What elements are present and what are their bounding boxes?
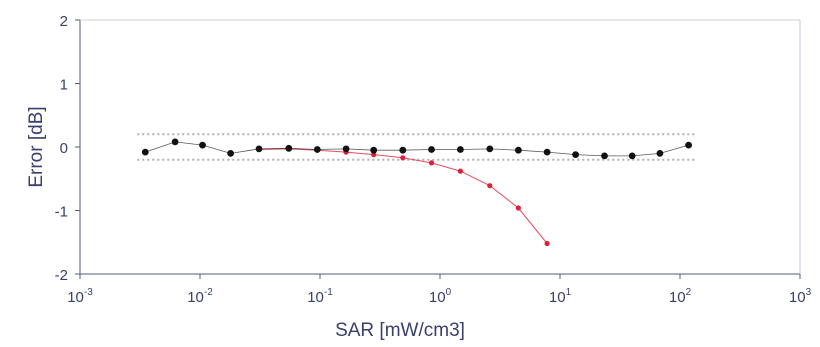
- x-tick-label: 10-1: [307, 287, 333, 306]
- x-tick-label: 103: [789, 287, 812, 306]
- series-0-point: [227, 150, 235, 157]
- series-0-point: [572, 151, 579, 159]
- x-tick-label: 10-3: [67, 287, 93, 306]
- series-1-point: [544, 240, 550, 247]
- series-1-point: [457, 168, 463, 174]
- y-tick-label: -2: [55, 267, 68, 284]
- series-0-point: [171, 138, 179, 146]
- series-0-point: [313, 146, 321, 153]
- series-1-point: [400, 155, 406, 161]
- series-0-point: [486, 145, 494, 153]
- series-0-point: [342, 145, 350, 153]
- series-1-point: [515, 205, 522, 211]
- x-tick-label: 102: [669, 287, 692, 306]
- series-0-point: [685, 141, 692, 149]
- series-1-point: [428, 160, 435, 166]
- series-0-point: [457, 146, 464, 153]
- series-0-point: [656, 150, 664, 157]
- y-tick-label: 2: [60, 13, 68, 30]
- y-axis-label: Error [dB]: [26, 106, 47, 187]
- x-tick-label: 101: [549, 287, 572, 306]
- x-axis-label: SAR [mW/cm3]: [335, 320, 465, 341]
- plot-area-background: [80, 20, 800, 274]
- y-tick-label: 0: [60, 140, 68, 157]
- series-0-point: [543, 148, 551, 156]
- uncertainty-band: [137, 133, 697, 161]
- series-0-point: [399, 146, 407, 154]
- y-tick-label: 1: [60, 77, 68, 94]
- series-0-point: [141, 148, 149, 156]
- x-tick-label: 10-2: [187, 287, 213, 306]
- series-0-point: [255, 145, 263, 153]
- series-0-point: [601, 152, 608, 160]
- series-0-point: [428, 146, 435, 153]
- series-line-0: [145, 141, 689, 157]
- series-0-point: [370, 146, 378, 154]
- series-0-point: [628, 152, 636, 160]
- x-tick-label: 100: [429, 287, 452, 306]
- series-0-point: [285, 144, 293, 152]
- data-series: [141, 138, 692, 247]
- series-0-point: [515, 146, 522, 154]
- series-1-point: [487, 183, 493, 189]
- y-tick-label: -1: [55, 204, 68, 221]
- series-0-point: [199, 141, 206, 149]
